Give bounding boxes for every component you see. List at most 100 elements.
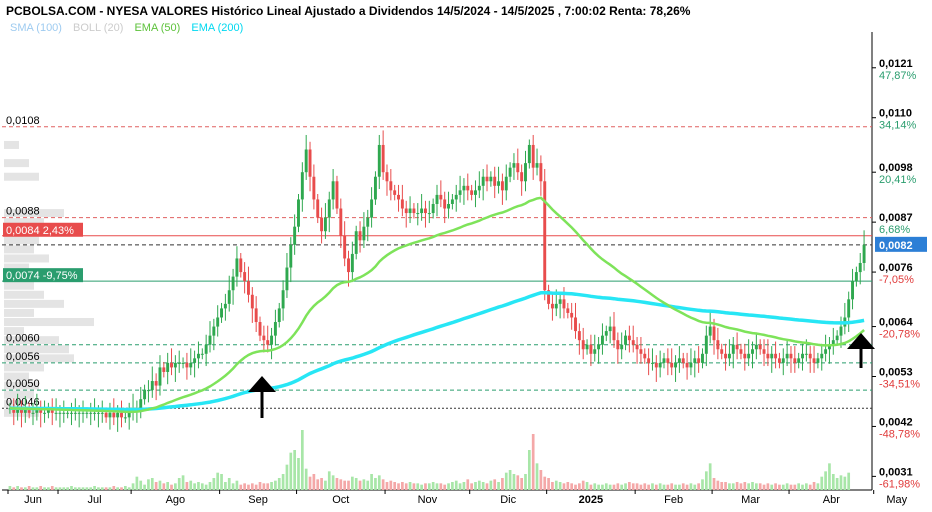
candle	[120, 400, 123, 428]
volume-bar	[624, 483, 627, 490]
arrow-up-annotation-2-head	[847, 333, 875, 349]
candle-body	[674, 362, 678, 368]
volume-bar	[197, 482, 200, 490]
volume-bar	[689, 483, 693, 490]
volume-bar	[154, 482, 158, 490]
volume-bar	[358, 480, 362, 490]
candle	[781, 348, 785, 376]
volume-bar	[639, 484, 643, 490]
candle-body	[435, 194, 439, 204]
candle	[677, 346, 681, 373]
candle-body	[535, 163, 539, 168]
candle	[308, 141, 312, 192]
candle	[727, 339, 731, 367]
candle-body	[524, 163, 527, 182]
candle-body	[96, 412, 100, 414]
candle-body	[647, 358, 651, 363]
candle	[239, 253, 243, 278]
reference-label: 0,0074 -9,75%	[6, 270, 78, 282]
candle-body	[558, 299, 562, 304]
candle	[231, 268, 235, 305]
candle	[477, 171, 481, 199]
candle-body	[354, 231, 358, 254]
candle-body	[196, 353, 200, 359]
volume-bar	[324, 480, 327, 490]
volume-bar	[770, 484, 774, 490]
volume-profile-bar	[4, 172, 39, 181]
candle	[770, 346, 774, 373]
candle-body	[20, 408, 23, 413]
candle-body	[54, 412, 58, 414]
volume-profile-bar	[4, 372, 29, 381]
candle	[747, 339, 751, 367]
volume-bar	[104, 487, 108, 490]
y-tick-label: 0,0121	[879, 58, 913, 70]
candle-body	[612, 326, 616, 341]
volume-bar	[135, 476, 139, 490]
candle-body	[697, 358, 701, 363]
candle-body	[12, 408, 16, 413]
candle	[624, 330, 627, 351]
volume-profile-bar	[4, 308, 34, 317]
candle	[543, 169, 547, 301]
arrow-up-annotation-head	[248, 376, 276, 392]
candle	[689, 348, 693, 376]
volume-profile-bar	[4, 281, 34, 290]
candle-body	[658, 362, 662, 368]
y-tick-percent: -7,05%	[879, 274, 914, 286]
volume-bar	[439, 483, 443, 490]
candle-body	[643, 353, 647, 359]
candle	[574, 302, 577, 339]
volume-bar	[116, 487, 120, 490]
volume-bar	[166, 482, 170, 490]
candle	[439, 180, 443, 208]
candle-body	[597, 344, 601, 350]
candle	[12, 398, 16, 426]
candle	[481, 169, 485, 201]
candle-body	[127, 412, 131, 418]
volume-bar	[435, 483, 439, 490]
candle-body	[639, 349, 643, 354]
candle	[831, 327, 835, 355]
candle	[643, 348, 647, 364]
volume-profile-bar	[4, 290, 44, 299]
candle	[754, 332, 758, 360]
candle	[304, 134, 308, 180]
candle-body	[73, 412, 77, 414]
volume-bar	[489, 480, 493, 490]
reference-label: 0,0060	[6, 333, 40, 345]
y-tick-percent: -61,98%	[879, 478, 920, 490]
candle-body	[258, 322, 262, 336]
candle	[824, 334, 828, 362]
candle-body	[820, 353, 824, 359]
volume-bar	[320, 478, 323, 490]
volume-bar	[543, 476, 547, 490]
candle	[785, 339, 789, 367]
volume-bar	[31, 487, 35, 490]
volume-bar	[266, 483, 270, 490]
volume-bar	[131, 483, 135, 490]
candle-body	[393, 190, 397, 195]
volume-bar	[401, 482, 404, 490]
volume-bar	[493, 479, 497, 490]
candle-body	[450, 199, 454, 204]
candle-body	[347, 258, 350, 273]
candle-body	[720, 349, 724, 354]
candle-body	[89, 412, 93, 414]
volume-bar	[527, 450, 531, 490]
candle	[724, 343, 728, 371]
candle	[293, 214, 297, 255]
candle-body	[108, 412, 112, 418]
candle-body	[81, 412, 85, 414]
volume-bar	[404, 483, 408, 490]
volume-bar	[531, 434, 535, 490]
volume-profile-bar	[4, 354, 74, 363]
candle	[393, 184, 397, 201]
volume-bar	[277, 478, 281, 490]
volume-bar	[181, 475, 185, 490]
volume-bar	[174, 483, 177, 490]
candle	[593, 334, 597, 362]
volume-bar	[139, 480, 143, 490]
volume-bar	[462, 482, 466, 490]
